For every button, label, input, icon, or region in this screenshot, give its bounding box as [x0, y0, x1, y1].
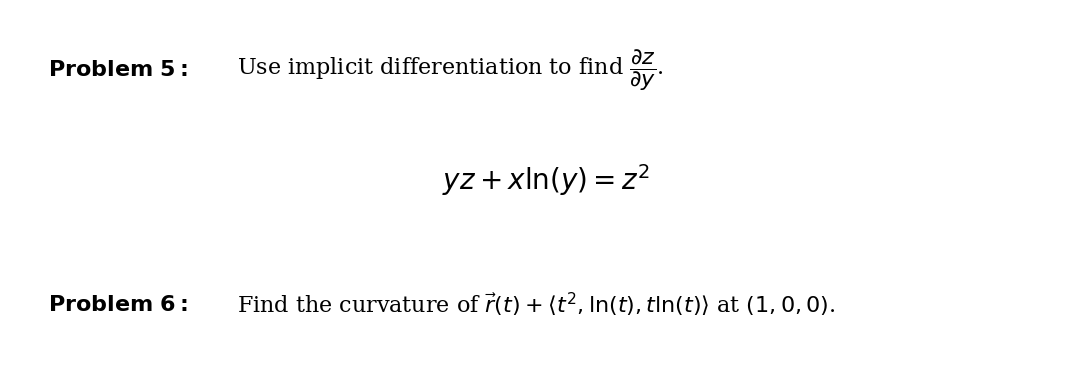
Text: $\mathbf{Problem\ 6:}$: $\mathbf{Problem\ 6:}$ [48, 294, 188, 316]
Text: Use implicit differentiation to find $\dfrac{\partial z}{\partial y}$.: Use implicit differentiation to find $\d… [237, 47, 664, 93]
Text: $\mathbf{Problem\ 5:}$: $\mathbf{Problem\ 5:}$ [48, 59, 188, 81]
Text: Find the curvature of $\vec{r}(t) + \langle t^2, \ln(t), t\ln(t)\rangle$ at $(1,: Find the curvature of $\vec{r}(t) + \lan… [237, 291, 835, 319]
Text: $yz + x\ln(y) = z^2$: $yz + x\ln(y) = z^2$ [442, 162, 650, 198]
